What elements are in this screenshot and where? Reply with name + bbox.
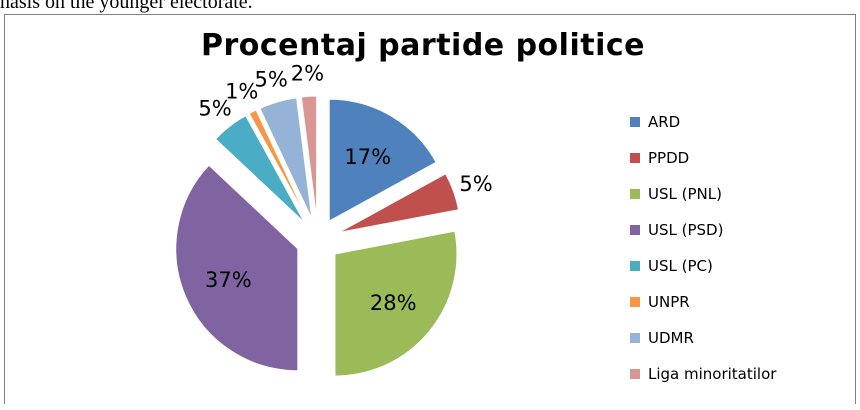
- pie-slice-udmr: [259, 97, 313, 220]
- slice-label-udmr: 5%: [254, 68, 287, 92]
- page-text-fragment: nasis on the younger electorate.: [0, 0, 253, 13]
- pie-slice-ard: [328, 98, 437, 222]
- legend-swatch: [630, 261, 640, 271]
- legend-item-unpr: UNPR: [630, 284, 776, 320]
- slice-label-ppdd: 5%: [459, 172, 492, 196]
- legend-label: USL (PNL): [648, 185, 722, 203]
- slice-label-usl-psd: 37%: [205, 268, 252, 292]
- chart-title: Procentaj partide politice: [200, 28, 645, 63]
- pie-slice-usl-psd: [175, 164, 299, 372]
- legend-item-liga-minoritatilor: Liga minoritatilor: [630, 356, 776, 392]
- slice-label-usl-pc: 5%: [198, 96, 231, 120]
- legend-item-ard: ARD: [630, 104, 776, 140]
- legend-label: PPDD: [648, 149, 690, 167]
- legend-swatch: [630, 225, 640, 235]
- pie-slice-usl-pnl: [334, 230, 458, 377]
- legend-label: USL (PSD): [648, 221, 724, 239]
- legend-label: Liga minoritatilor: [648, 365, 777, 383]
- pie-slice-usl-pc: [214, 115, 305, 223]
- legend-item-usl-pc: USL (PC): [630, 248, 776, 284]
- pie-slice-ppdd: [338, 173, 460, 234]
- slice-label-ard: 17%: [344, 145, 391, 169]
- slice-label-unpr: 1%: [225, 79, 258, 103]
- legend-swatch: [630, 117, 640, 127]
- slice-label-liga-minoritatilor: 2%: [291, 61, 324, 85]
- legend-item-usl-psd: USL (PSD): [630, 212, 776, 248]
- legend-item-ppdd: PPDD: [630, 140, 776, 176]
- legend-label: ARD: [648, 113, 681, 131]
- pie-slice-unpr: [248, 109, 309, 221]
- legend-swatch: [630, 333, 640, 343]
- pie-slice-liga-minoritatilor: [300, 95, 318, 219]
- legend-swatch: [630, 369, 640, 379]
- chart-legend: ARD PPDD USL (PNL) USL (PSD) USL (PC) UNPR UDM…: [630, 104, 776, 392]
- legend-swatch: [630, 297, 640, 307]
- legend-label: USL (PC): [648, 257, 713, 275]
- legend-item-udmr: UDMR: [630, 320, 776, 356]
- legend-item-usl-pnl: USL (PNL): [630, 176, 776, 212]
- slice-label-usl-pnl: 28%: [370, 291, 417, 315]
- legend-label: UDMR: [648, 329, 694, 347]
- legend-label: UNPR: [648, 293, 690, 311]
- legend-swatch: [630, 153, 640, 163]
- legend-swatch: [630, 189, 640, 199]
